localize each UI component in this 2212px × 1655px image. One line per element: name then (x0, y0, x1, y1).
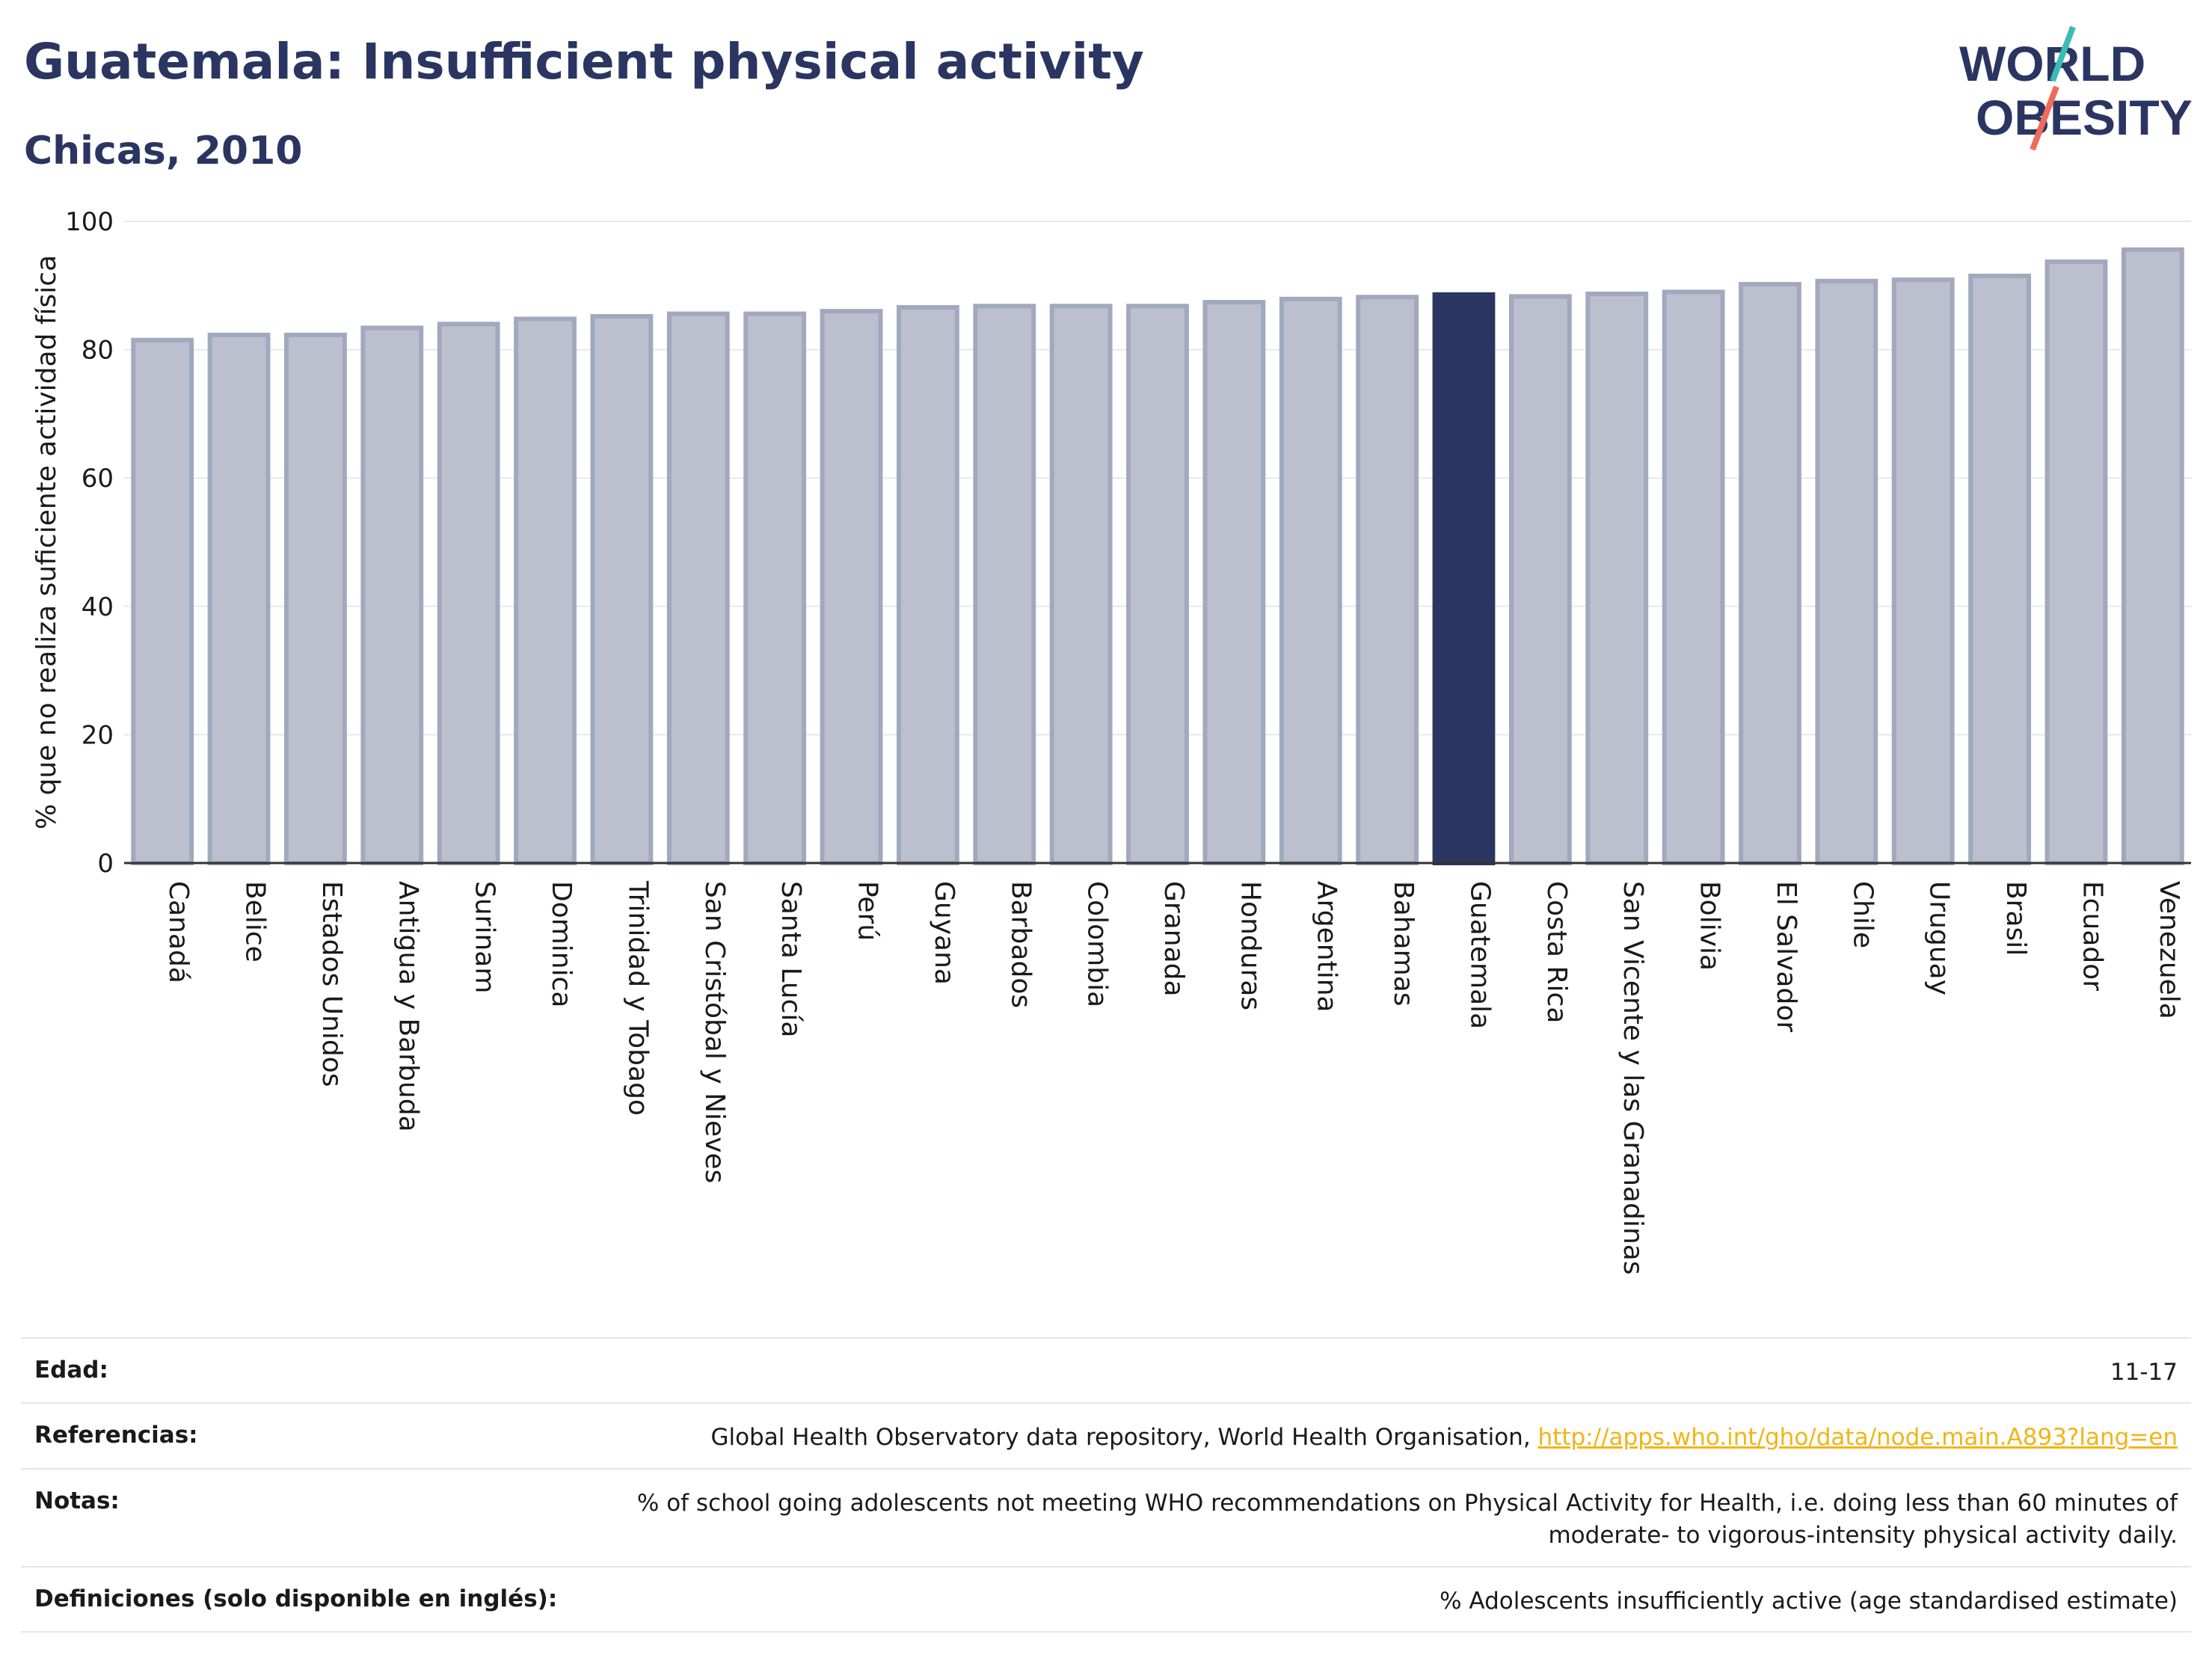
bar-surinam (437, 322, 500, 865)
world-obesity-logo: WORLD OBESITY (1959, 25, 2193, 151)
x-tick-label: Argentina (1312, 881, 1342, 1013)
metadata-table: Edad: 11-17 Referencias: Global Health O… (21, 1337, 2191, 1633)
age-value: 11-17 (2110, 1359, 2178, 1386)
bar-colombia (1049, 304, 1113, 866)
y-axis-label: % que no realiza suficiente actividad fí… (31, 255, 62, 829)
logo-word-obesity: OBESITY (1976, 90, 2193, 145)
y-tick-label: 0 (97, 849, 114, 879)
bar-guyana (896, 304, 959, 865)
bar-venezuela (2121, 247, 2184, 865)
bar-barbados (973, 304, 1036, 866)
x-tick-label: Granada (1158, 881, 1189, 997)
bar-canadá (131, 337, 194, 866)
definitions-label: Definiciones (solo disponible en inglés)… (34, 1585, 558, 1612)
page-subtitle: Chicas, 2010 (24, 129, 303, 174)
x-tick-label: Colombia (1082, 881, 1113, 1007)
x-tick-label: Trinidad y Tobago (622, 880, 653, 1116)
x-tick-label: Canadá (163, 881, 194, 983)
logo-word-world: WORLD (1959, 36, 2145, 91)
x-tick-label: Guyana (929, 881, 959, 985)
meta-row-notes: Notas: % of school going adolescents not… (21, 1467, 2191, 1566)
x-tick-label: Perú (852, 881, 883, 941)
bar-honduras (1202, 300, 1266, 866)
logo-slash-coral (2030, 85, 2059, 151)
x-tick-label: Estados Unidos (316, 881, 347, 1087)
x-tick-label: San Vicente y las Granadinas (1617, 881, 1648, 1275)
y-tick-label: 60 (82, 464, 114, 494)
bar-el-salvador (1739, 282, 1801, 866)
meta-row-definitions: Definiciones (solo disponible en inglés)… (21, 1565, 2191, 1633)
bar-ecuador (2044, 260, 2108, 865)
x-tick-label: Dominica (546, 881, 577, 1008)
y-tick-label: 100 (65, 207, 114, 237)
x-tick-label: Venezuela (2154, 881, 2184, 1019)
bar-bolivia (1662, 289, 1725, 865)
bar-belice (207, 332, 271, 865)
meta-row-age: Edad: 11-17 (21, 1337, 2191, 1402)
x-tick-label: Antigua y Barbuda (393, 881, 423, 1132)
bar-costa-rica (1508, 294, 1572, 865)
bar-san-cristóbal-y-nieves (666, 311, 730, 865)
bar-san-vicente-y-las-granadinas (1585, 291, 1649, 866)
y-tick-label: 80 (82, 336, 114, 366)
notes-label: Notas: (34, 1487, 120, 1514)
page-title: Guatemala: Insufficient physical activit… (24, 33, 1144, 90)
x-tick-label: San Cristóbal y Nieves (699, 881, 730, 1183)
bar-guatemala (1432, 292, 1496, 865)
x-tick-label: Santa Lucía (775, 881, 806, 1037)
bar-trinidad-y-tobago (590, 313, 654, 865)
x-tick-label: Bolivia (1695, 881, 1725, 971)
notes-value: % of school going adolescents not meetin… (636, 1489, 2178, 1550)
bar-chart: 0 20 40 60 80 100 Canadá Belice Estados Unidos An… (31, 207, 2191, 1275)
x-tick-label: Uruguay (1924, 881, 1955, 995)
axes: 0 20 40 60 80 100 Canadá Belice Estados Unidos An… (65, 207, 2191, 1275)
bar-granada (1126, 304, 1189, 866)
x-tick-label: Belice (240, 881, 271, 962)
bar-dominica (514, 316, 577, 865)
x-tick-label: Honduras (1235, 881, 1265, 1010)
x-tick-label: Guatemala (1464, 881, 1495, 1029)
y-tick-label: 40 (82, 592, 114, 622)
x-tick-label: Costa Rica (1541, 881, 1572, 1023)
bar-estados-unidos (284, 332, 347, 865)
references-value: Global Health Observatory data repositor… (710, 1422, 2178, 1454)
bar-chile (1815, 278, 1878, 865)
bar-santa-lucía (743, 311, 807, 865)
definitions-value: % Adolescents insufficiently active (age… (1440, 1587, 2178, 1615)
age-label: Edad: (34, 1357, 108, 1384)
references-text: Global Health Observatory data repositor… (710, 1424, 1538, 1452)
y-tick-label: 20 (82, 720, 114, 750)
bar-argentina (1279, 296, 1342, 865)
x-tick-label: Barbados (1005, 881, 1036, 1008)
references-link[interactable]: http://apps.who.int/gho/data/node.main.A… (1537, 1424, 2178, 1452)
bar-bahamas (1356, 295, 1419, 865)
bars (131, 247, 2184, 866)
x-tick-label: Ecuador (2077, 881, 2107, 991)
references-label: Referencias: (34, 1422, 198, 1449)
x-tick-label: Brasil (2000, 881, 2031, 956)
bar-uruguay (1891, 277, 1955, 865)
meta-row-references: Referencias: Global Health Observatory d… (21, 1402, 2191, 1467)
logo-slash-teal (2050, 25, 2076, 82)
x-tick-label: Chile (1847, 881, 1878, 948)
x-tick-label: Bahamas (1388, 881, 1419, 1007)
bar-perú (820, 309, 883, 865)
bar-brasil (1968, 273, 2031, 865)
x-tick-label: El Salvador (1771, 881, 1801, 1032)
bar-antigua-y-barbuda (360, 325, 424, 866)
x-tick-label: Surinam (470, 881, 500, 993)
